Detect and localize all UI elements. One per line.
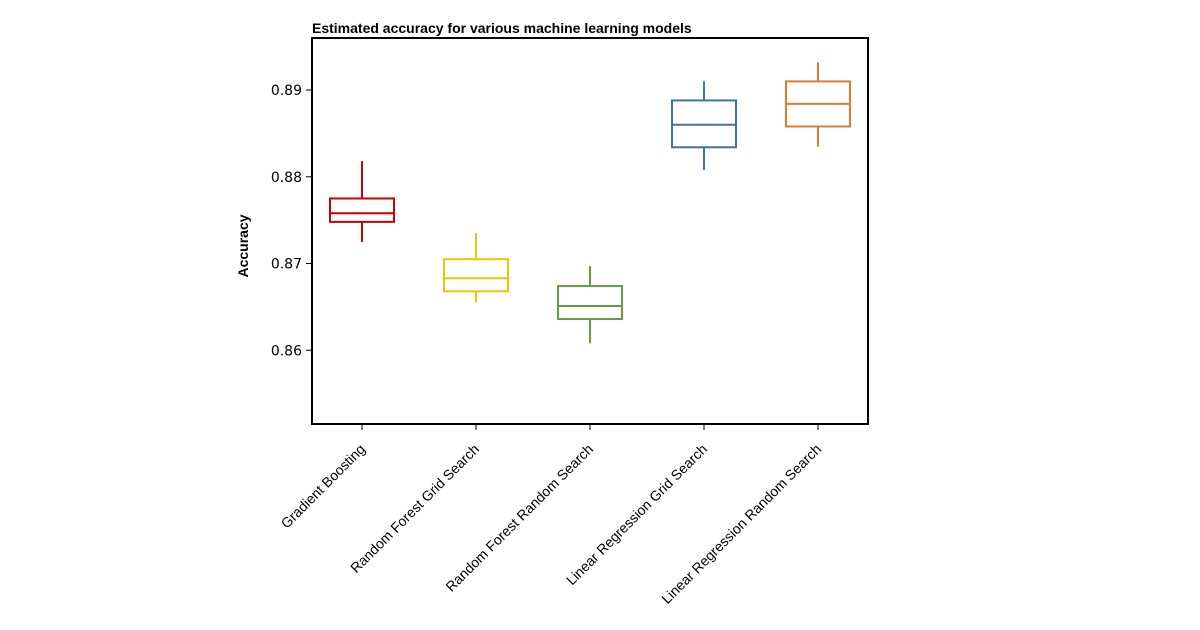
y-axis-label: Accuracy [235, 214, 251, 277]
box-iqr [557, 285, 623, 321]
x-tick-label: Gradient Boosting [278, 441, 369, 532]
plot-frame [311, 37, 869, 425]
plot-area: 0.86 0.87 0.88 0.89 Gradient BoostingRandom … [271, 62, 851, 607]
y-tick-label: 0.89 [271, 83, 302, 99]
box-iqr [443, 258, 509, 293]
chart-title: Estimated accuracy for various machine l… [312, 20, 692, 36]
box-iqr [329, 197, 395, 223]
x-tick-label: Random Forest Grid Search [347, 441, 482, 576]
y-tick-label: 0.87 [271, 257, 302, 273]
y-tick-label: 0.88 [271, 170, 302, 186]
y-tick-label: 0.86 [271, 343, 302, 359]
